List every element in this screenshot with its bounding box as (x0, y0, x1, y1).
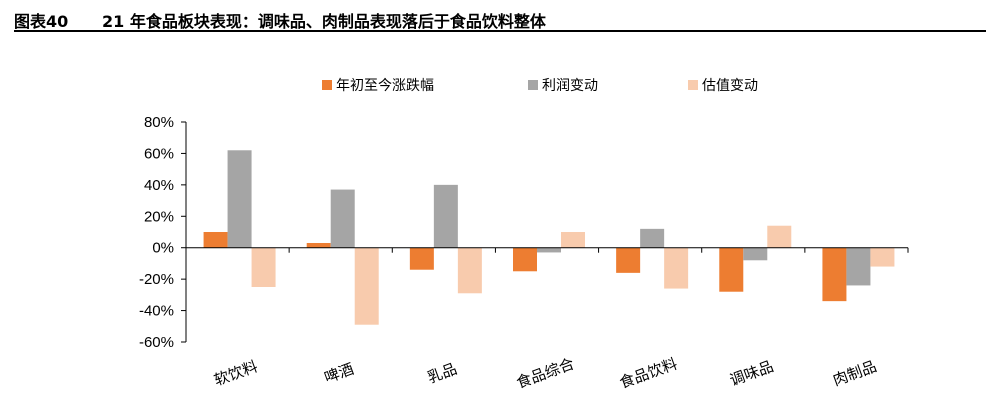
chart-legend: 年初至今涨跌幅 利润变动 估值变动 (322, 77, 758, 94)
x-axis: 软饮料 啤酒 乳品 食品综合 食品饮料 调味品 肉制品 (185, 247, 909, 392)
bars (203, 150, 895, 325)
legend-swatch (528, 80, 538, 90)
legend-swatch (688, 80, 698, 90)
y-tick-label: 80% (144, 114, 174, 131)
bar (561, 232, 585, 248)
y-tick-label: 0% (152, 240, 174, 257)
bar (251, 247, 276, 287)
bar (457, 247, 482, 294)
legend-label: 利润变动 (542, 78, 598, 94)
bar (870, 247, 895, 267)
y-tick-label: 20% (144, 208, 174, 225)
y-tick-label: -40% (139, 303, 174, 320)
y-tick-label: 40% (144, 177, 174, 194)
legend-swatch (322, 80, 332, 90)
figure-number: 图表40 (14, 12, 69, 31)
y-tick-label: 60% (144, 145, 174, 162)
y-tick-label: -20% (139, 271, 174, 288)
bar (719, 247, 744, 292)
x-category-label: 食品综合 (514, 355, 577, 392)
bar (664, 247, 689, 289)
bar (306, 243, 331, 248)
bar (537, 247, 561, 253)
bar (767, 225, 792, 248)
x-category-label: 调味品 (727, 357, 775, 389)
y-axis: -60% -40% -20% 0% 20% 40% 60% 80% (139, 114, 187, 351)
x-category-label: 食品饮料 (617, 355, 680, 392)
bar (513, 247, 537, 272)
y-tick-label: -60% (139, 334, 174, 351)
bar (227, 150, 252, 248)
bar (822, 247, 847, 302)
bar (203, 232, 228, 248)
bar (330, 189, 355, 248)
bar (846, 247, 871, 286)
x-category-label: 啤酒 (322, 360, 356, 387)
legend-label: 年初至今涨跌幅 (336, 77, 434, 94)
x-category-label: 乳品 (425, 360, 459, 387)
legend-label: 估值变动 (702, 78, 758, 94)
figure-header: 图表40 21 年食品板块表现：调味品、肉制品表现落后于食品饮料整体 (14, 2, 986, 32)
bar (743, 247, 768, 261)
x-category-label: 软饮料 (212, 357, 260, 389)
figure-title: 21 年食品板块表现：调味品、肉制品表现落后于食品饮料整体 (102, 12, 546, 31)
bar (616, 247, 641, 273)
bar (433, 184, 458, 248)
bar (409, 247, 434, 270)
bar (354, 247, 379, 325)
x-category-label: 肉制品 (830, 357, 878, 389)
bar (640, 228, 665, 248)
